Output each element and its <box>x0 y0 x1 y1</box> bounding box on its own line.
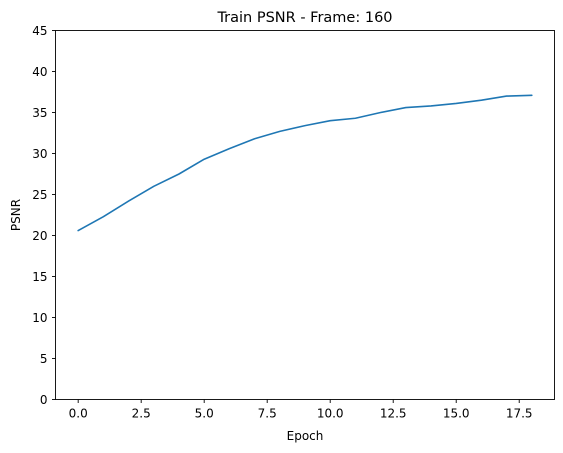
x-axis-label: Epoch <box>287 429 324 443</box>
y-tick-label: 35 <box>32 106 47 120</box>
data-point <box>279 131 281 133</box>
data-point <box>531 94 533 96</box>
data-point <box>203 158 205 160</box>
x-tick-label: 15.0 <box>443 407 470 421</box>
x-tick-label: 5.0 <box>195 407 214 421</box>
data-point <box>153 186 155 188</box>
data-point <box>229 148 231 150</box>
data-point <box>128 200 130 202</box>
data-point <box>405 107 407 109</box>
y-tick-label: 40 <box>32 65 47 79</box>
x-tick-label: 10.0 <box>317 407 344 421</box>
data-point <box>506 95 508 97</box>
y-tick-label: 30 <box>32 147 47 161</box>
data-point <box>430 105 432 107</box>
data-point <box>329 120 331 122</box>
y-axis-ticks: 0 5 10 15 20 25 30 35 40 45 <box>32 24 56 407</box>
data-point <box>103 216 105 218</box>
x-tick-label: 2.5 <box>132 407 151 421</box>
x-tick-label: 17.5 <box>506 407 533 421</box>
y-tick-label: 15 <box>32 270 47 284</box>
data-point <box>355 117 357 119</box>
x-axis-ticks: 0.0 2.5 5.0 7.5 10.0 12.5 15.0 17.5 <box>69 399 533 421</box>
x-tick-label: 7.5 <box>258 407 277 421</box>
x-tick-label: 0.0 <box>69 407 88 421</box>
y-tick-label: 5 <box>40 352 48 366</box>
data-point <box>455 103 457 105</box>
data-point <box>380 112 382 114</box>
plot-frame <box>55 30 555 400</box>
y-tick-label: 0 <box>40 393 48 407</box>
y-axis-label: PSNR <box>9 199 23 231</box>
data-point <box>304 125 306 127</box>
y-tick-label: 25 <box>32 188 47 202</box>
plot-area <box>77 94 533 232</box>
y-tick-label: 20 <box>32 229 47 243</box>
chart-title: Train PSNR - Frame: 160 <box>216 10 392 26</box>
x-tick-label: 12.5 <box>380 407 407 421</box>
series-line <box>77 94 533 232</box>
data-point <box>178 173 180 175</box>
data-point <box>481 99 483 101</box>
data-point <box>254 138 256 140</box>
data-point <box>77 230 79 232</box>
y-tick-label: 10 <box>32 311 47 325</box>
y-tick-label: 45 <box>32 24 47 38</box>
